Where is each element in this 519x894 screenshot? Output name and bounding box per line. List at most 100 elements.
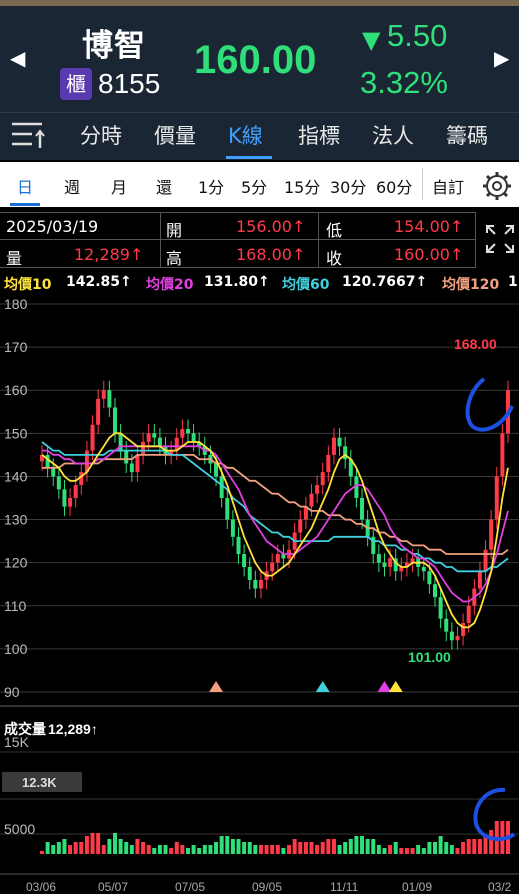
volume-bar — [197, 848, 202, 854]
candle-body — [157, 437, 162, 447]
volume-bar — [393, 842, 398, 854]
candle-body — [101, 390, 106, 399]
candle-body — [56, 476, 61, 490]
tab-intraday[interactable]: 分時 — [80, 124, 122, 148]
sort-menu-icon[interactable] — [12, 120, 46, 150]
ma10-label: 均價10 — [4, 277, 52, 293]
ma120-label: 均價120 — [442, 277, 500, 293]
candle-body — [197, 441, 202, 447]
volume-bar — [40, 851, 44, 854]
volume-legend-value: 12,289↑ — [48, 721, 98, 737]
price-change-percent: 3.32% — [360, 65, 448, 100]
candle-body — [399, 566, 404, 572]
candle-body — [40, 454, 44, 462]
period-1min[interactable]: 1分 — [198, 178, 225, 197]
blue-circle-annotation — [465, 377, 514, 432]
close-value: 160.00↑ — [394, 245, 464, 264]
period-5min[interactable]: 5分 — [241, 178, 268, 197]
tab-kline[interactable]: K線 — [228, 124, 263, 148]
kline-chart[interactable]: 180 170 160 150 140 130 120 110 100 90 168.00 101… — [0, 294, 519, 894]
volume-bar — [169, 848, 174, 854]
candle-body — [225, 498, 230, 520]
volume-bar — [444, 842, 449, 854]
volume-bar — [348, 839, 353, 854]
signal-markers — [209, 681, 403, 692]
candle-body — [410, 558, 415, 563]
volume-bar — [354, 836, 359, 854]
candle-body — [449, 631, 454, 641]
candle-body — [270, 562, 275, 572]
period-15min[interactable]: 15分 — [284, 178, 321, 197]
period-adjusted[interactable]: 還 — [156, 178, 173, 197]
low-value: 154.00↑ — [394, 217, 464, 236]
candle-body — [320, 472, 325, 486]
candle-body — [45, 454, 50, 468]
volume-bar — [360, 836, 365, 854]
volume-bar — [163, 845, 168, 854]
candle-body — [51, 467, 56, 477]
tab-indicators[interactable]: 指標 — [298, 124, 340, 148]
period-week[interactable]: 週 — [64, 178, 81, 197]
volume-bar — [79, 842, 84, 854]
candle-body — [360, 498, 365, 520]
price-tick-label: 90 — [4, 684, 20, 700]
candle-body — [112, 407, 117, 434]
volume-bar — [326, 839, 331, 854]
candle-body — [180, 429, 185, 438]
volume-hint-box — [2, 772, 82, 792]
active-period-indicator — [10, 203, 40, 206]
status-strip — [0, 0, 519, 6]
volume-bar — [247, 842, 252, 854]
period-custom[interactable]: 自訂 — [432, 178, 465, 197]
candle-body — [461, 623, 466, 636]
volume-bar — [202, 845, 207, 854]
candle-body — [388, 558, 393, 567]
ma-lines — [41, 432, 509, 629]
period-60min[interactable]: 60分 — [376, 178, 413, 197]
period-month[interactable]: 月 — [111, 178, 128, 197]
candle-body — [230, 519, 235, 537]
candle-body — [169, 450, 174, 455]
gear-icon[interactable] — [481, 170, 513, 202]
volume-bar — [208, 845, 213, 854]
volume-bar — [399, 848, 404, 854]
candle-body — [348, 459, 353, 477]
tab-chips[interactable]: 籌碼 — [446, 124, 488, 148]
volume-bar — [107, 839, 112, 854]
prev-stock-icon[interactable]: ◀ — [10, 46, 26, 70]
price-tick-label: 130 — [4, 512, 28, 528]
volume-bar — [433, 842, 438, 854]
volume-bar — [421, 848, 426, 854]
price-tick-label: 170 — [4, 339, 28, 355]
volume-bar — [472, 839, 477, 854]
main-tabs: 分時 價量 K線 指標 法人 籌碼 — [0, 112, 519, 160]
period-day[interactable]: 日 — [17, 178, 34, 197]
volume-bar — [287, 845, 292, 854]
volume-bar — [455, 848, 460, 854]
candle-body — [483, 549, 488, 572]
candle-body — [124, 450, 129, 464]
next-stock-icon[interactable]: ▶ — [494, 46, 510, 70]
volume-hint: 12.3K — [22, 775, 57, 790]
low-label: 低 — [326, 221, 343, 240]
candle-body — [107, 390, 112, 408]
tab-price-volume[interactable]: 價量 — [154, 124, 196, 148]
price-tick-label: 180 — [4, 296, 28, 312]
volume-bar — [382, 848, 387, 854]
candle-body — [152, 433, 157, 438]
tab-institutional[interactable]: 法人 — [372, 124, 414, 148]
volume-bar — [191, 845, 196, 854]
volume-bar — [320, 842, 325, 854]
volume-bar — [427, 842, 432, 854]
candle-body — [191, 433, 196, 442]
volume-bar — [309, 842, 314, 854]
market-badge: 櫃 — [60, 68, 92, 100]
period-30min[interactable]: 30分 — [330, 178, 367, 197]
volume-legend-label: 成交量 — [4, 721, 46, 738]
volume-bar — [438, 836, 443, 854]
candle-body — [382, 562, 387, 567]
volume-bar — [73, 842, 78, 854]
volume-bar — [298, 842, 303, 854]
expand-icon[interactable] — [484, 223, 516, 255]
price-tick-label: 160 — [4, 382, 28, 398]
